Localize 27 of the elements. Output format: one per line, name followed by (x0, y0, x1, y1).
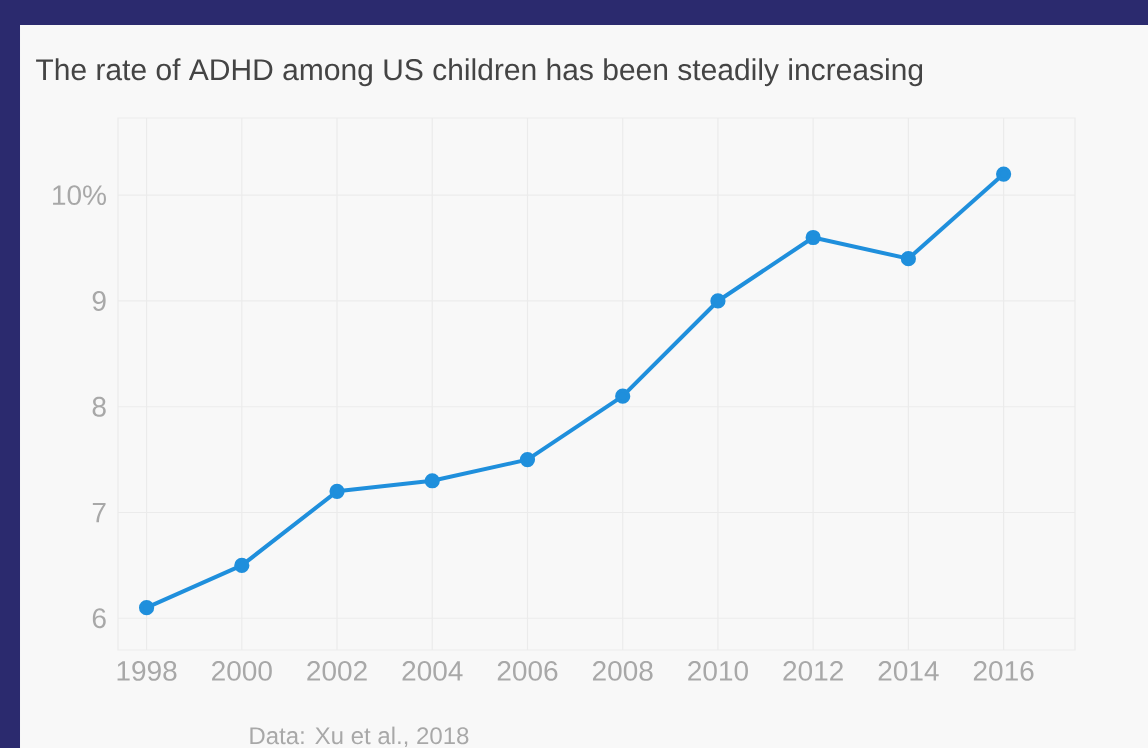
x-tick-label: 2006 (497, 661, 558, 681)
point (710, 293, 726, 309)
x-tick-label: 2012 (783, 661, 843, 681)
point (900, 251, 916, 267)
x-tick-label: 2016 (973, 661, 1034, 681)
y-tick-label: 10% (53, 185, 106, 206)
point (329, 483, 345, 499)
x-tick-label: 2014 (878, 661, 939, 681)
x-tick-label: 2004 (402, 661, 463, 681)
y-tick-label: 9 (92, 291, 106, 311)
y-tick-label: 7 (92, 502, 106, 523)
point (519, 452, 536, 468)
y-tick-label: 6 (92, 608, 106, 629)
x-tick-label: 1998 (117, 661, 177, 681)
point (234, 557, 250, 573)
point (424, 473, 440, 489)
x-tick-label: 2002 (307, 661, 367, 681)
x-tick-label: 2010 (688, 661, 748, 681)
point (996, 166, 1012, 182)
y-tick-label: 8 (92, 396, 106, 417)
chart-title: The rate of ADHD among US children has been steadily increasing (36, 58, 923, 87)
point (805, 229, 821, 246)
text: Data: Xu et al., 2018 (250, 726, 469, 748)
point (615, 388, 631, 404)
point (138, 600, 155, 616)
x-tick-label: 2000 (212, 661, 272, 681)
x-tick-label: 2008 (592, 661, 653, 681)
